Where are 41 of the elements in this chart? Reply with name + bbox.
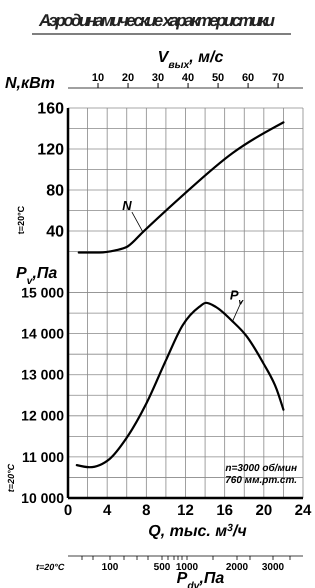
- x-tick-label: 0: [64, 502, 72, 519]
- x-tick-label: 24: [294, 502, 312, 519]
- x-tick-label: 4: [102, 502, 112, 519]
- y-tick-label: 40: [46, 224, 64, 241]
- text: 500: [154, 562, 171, 573]
- text: t=20°C: [36, 562, 65, 572]
- x-axis-title: Q, тыс. м$^{3}$/ч: [148, 522, 247, 540]
- series-label: N: [122, 198, 132, 214]
- x-tick-label: 8: [142, 502, 151, 519]
- y-axis-title: N,кВт: [5, 75, 55, 92]
- y-tick-label: 14 000: [21, 326, 64, 342]
- x2-tick-label: 50: [212, 72, 224, 84]
- y-tick-label: 11 000: [22, 448, 64, 465]
- text: 3000: [262, 562, 285, 573]
- x2-tick-label: 70: [272, 72, 284, 84]
- x-tick-label: 20: [255, 502, 272, 519]
- x2-tick-label: 20: [122, 72, 134, 84]
- text: 1000: [176, 562, 199, 573]
- text: t=20°C: [6, 463, 16, 492]
- y-tick-label: 120: [37, 142, 64, 159]
- x2-axis-title: V$_{вых}$, м/с: [158, 49, 224, 70]
- chart-title: Аэродинамические характеристики: [38, 11, 276, 30]
- annotation: 760 мм.рт.ст.: [225, 475, 297, 486]
- x-tick-label: 16: [216, 502, 234, 519]
- y-tick-label: 15 000: [21, 284, 64, 300]
- x-tick-label: 12: [177, 502, 194, 519]
- text: 100: [102, 562, 119, 573]
- x2-tick-label: 60: [242, 72, 254, 84]
- y-tick-label: 12 000: [21, 408, 64, 424]
- annotation: n=3000 об/мин: [225, 463, 297, 474]
- y-axis-title: P$_{v}$,Па: [16, 265, 58, 286]
- x2-tick-label: 30: [152, 72, 164, 84]
- text: t=20°C: [16, 205, 26, 234]
- y-tick-label: 13 000: [21, 366, 64, 383]
- text: 2000: [226, 562, 249, 573]
- x2-tick-label: 10: [92, 72, 104, 84]
- y-tick-label: 80: [46, 182, 64, 200]
- x2-tick-label: 40: [182, 72, 194, 84]
- y-tick-label: 160: [37, 100, 64, 118]
- y-tick-label: 10 000: [21, 490, 64, 506]
- line-series: [78, 121, 285, 254]
